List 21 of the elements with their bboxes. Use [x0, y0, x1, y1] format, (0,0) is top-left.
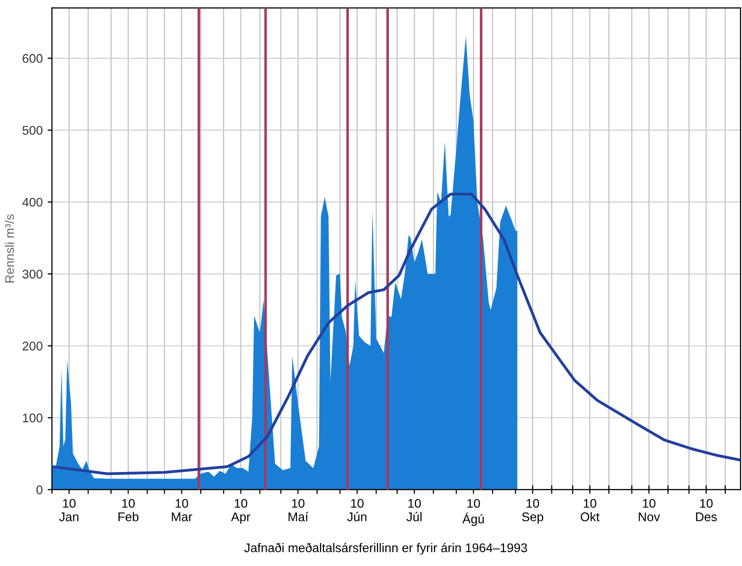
y-tick-label: 0: [36, 485, 42, 494]
x-tick-label: 10 Jún: [347, 498, 366, 522]
x-tick-label: 10 Okt: [580, 498, 600, 522]
text: Jafnaði meðaltalsársferillinn er fyrir árin 1964–1993: [244, 542, 528, 555]
y-tick-label: 300: [22, 270, 42, 279]
y-tick-label: 500: [22, 126, 42, 135]
x-tick-label: 10 Sep: [522, 498, 544, 524]
x-tick-label: 10 Nov: [638, 498, 660, 522]
y-tick-label: 200: [22, 342, 42, 350]
y-tick-label: 400: [22, 198, 42, 207]
x-tick-label: 10 Ágú: [462, 498, 484, 526]
y-axis-title: Rennsli m³/s: [4, 214, 14, 282]
x-tick-label: 10 Feb: [118, 498, 138, 522]
x-tick-label: 10 Mar: [172, 498, 192, 522]
y-tick-label: 600: [22, 54, 42, 63]
x-tick-label: 10 Júl: [406, 498, 422, 522]
x-tick-label: 10 Maí: [288, 498, 308, 522]
x-tick-label: 10 Jan: [59, 498, 78, 522]
y-tick-label: 100: [23, 414, 42, 422]
x-tick-label: 10 Des: [696, 498, 717, 522]
x-tick-label: 10 Apr: [231, 498, 250, 524]
